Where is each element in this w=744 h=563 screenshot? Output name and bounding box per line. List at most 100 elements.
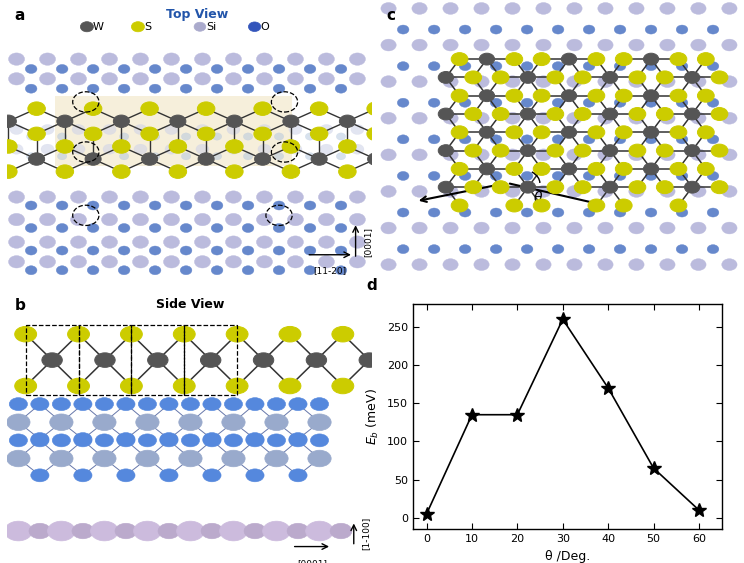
Circle shape [533,89,550,102]
Circle shape [645,244,657,253]
Circle shape [522,135,533,144]
Circle shape [506,199,523,212]
Circle shape [350,213,365,226]
Text: Top View: Top View [166,8,228,21]
Circle shape [180,201,192,210]
Circle shape [615,53,632,65]
Circle shape [397,62,409,71]
Circle shape [117,469,135,482]
Circle shape [31,397,49,410]
Circle shape [57,201,68,210]
Circle shape [8,191,25,203]
Circle shape [160,432,178,445]
Circle shape [225,191,242,203]
Circle shape [226,378,248,394]
Circle shape [522,98,533,107]
Circle shape [381,222,397,234]
Circle shape [101,256,118,268]
Circle shape [690,2,706,14]
Circle shape [31,432,49,445]
Circle shape [173,327,195,342]
Circle shape [536,186,551,198]
Circle shape [200,353,221,367]
Circle shape [85,153,101,166]
Circle shape [211,201,223,210]
Circle shape [443,222,458,234]
Circle shape [520,181,536,193]
Text: [0001]: [0001] [363,227,372,257]
Circle shape [25,224,37,233]
Bar [132,325,185,395]
Circle shape [29,523,51,539]
Circle shape [474,39,489,51]
Circle shape [225,140,243,153]
Circle shape [505,2,520,14]
Circle shape [367,127,385,141]
Circle shape [289,432,307,445]
Circle shape [697,53,714,65]
Circle shape [443,75,458,87]
Circle shape [258,124,271,135]
Circle shape [615,199,632,212]
Circle shape [336,153,346,160]
Circle shape [246,432,264,445]
Circle shape [180,246,192,255]
Circle shape [588,199,605,212]
Circle shape [57,153,67,160]
Circle shape [243,246,254,255]
Circle shape [8,213,25,226]
Circle shape [257,213,272,226]
Circle shape [310,127,328,141]
Circle shape [119,133,129,140]
Circle shape [84,127,102,141]
Circle shape [39,236,56,248]
Circle shape [57,266,68,275]
Circle shape [493,108,509,120]
Circle shape [115,523,137,539]
Circle shape [567,2,582,14]
Circle shape [160,469,178,482]
Circle shape [164,191,179,203]
Circle shape [72,144,85,154]
Circle shape [227,144,240,154]
Circle shape [320,144,333,154]
Circle shape [722,39,737,51]
Circle shape [150,133,160,140]
Circle shape [547,181,564,194]
Circle shape [536,2,551,14]
Circle shape [644,163,658,175]
Circle shape [367,102,385,115]
Circle shape [203,432,221,445]
Circle shape [15,327,36,342]
Circle shape [583,98,595,107]
Circle shape [598,149,613,161]
Circle shape [150,224,161,233]
Circle shape [28,102,45,115]
Circle shape [141,153,158,166]
Circle shape [615,89,632,102]
Circle shape [180,224,192,233]
Circle shape [629,2,644,14]
Circle shape [567,75,582,87]
Circle shape [71,73,86,85]
Circle shape [87,201,99,210]
Circle shape [381,149,397,161]
Circle shape [645,135,657,144]
Circle shape [684,72,700,83]
Circle shape [57,133,67,140]
Circle shape [336,246,347,255]
Circle shape [243,201,254,210]
Circle shape [310,102,328,115]
Circle shape [243,224,254,233]
Circle shape [287,523,309,539]
Circle shape [547,144,564,157]
Circle shape [279,327,301,342]
Circle shape [219,521,247,541]
Circle shape [265,450,288,467]
Circle shape [505,149,520,161]
Circle shape [194,256,211,268]
Circle shape [57,224,68,233]
Circle shape [320,124,333,135]
Circle shape [263,521,290,541]
Circle shape [339,115,356,127]
